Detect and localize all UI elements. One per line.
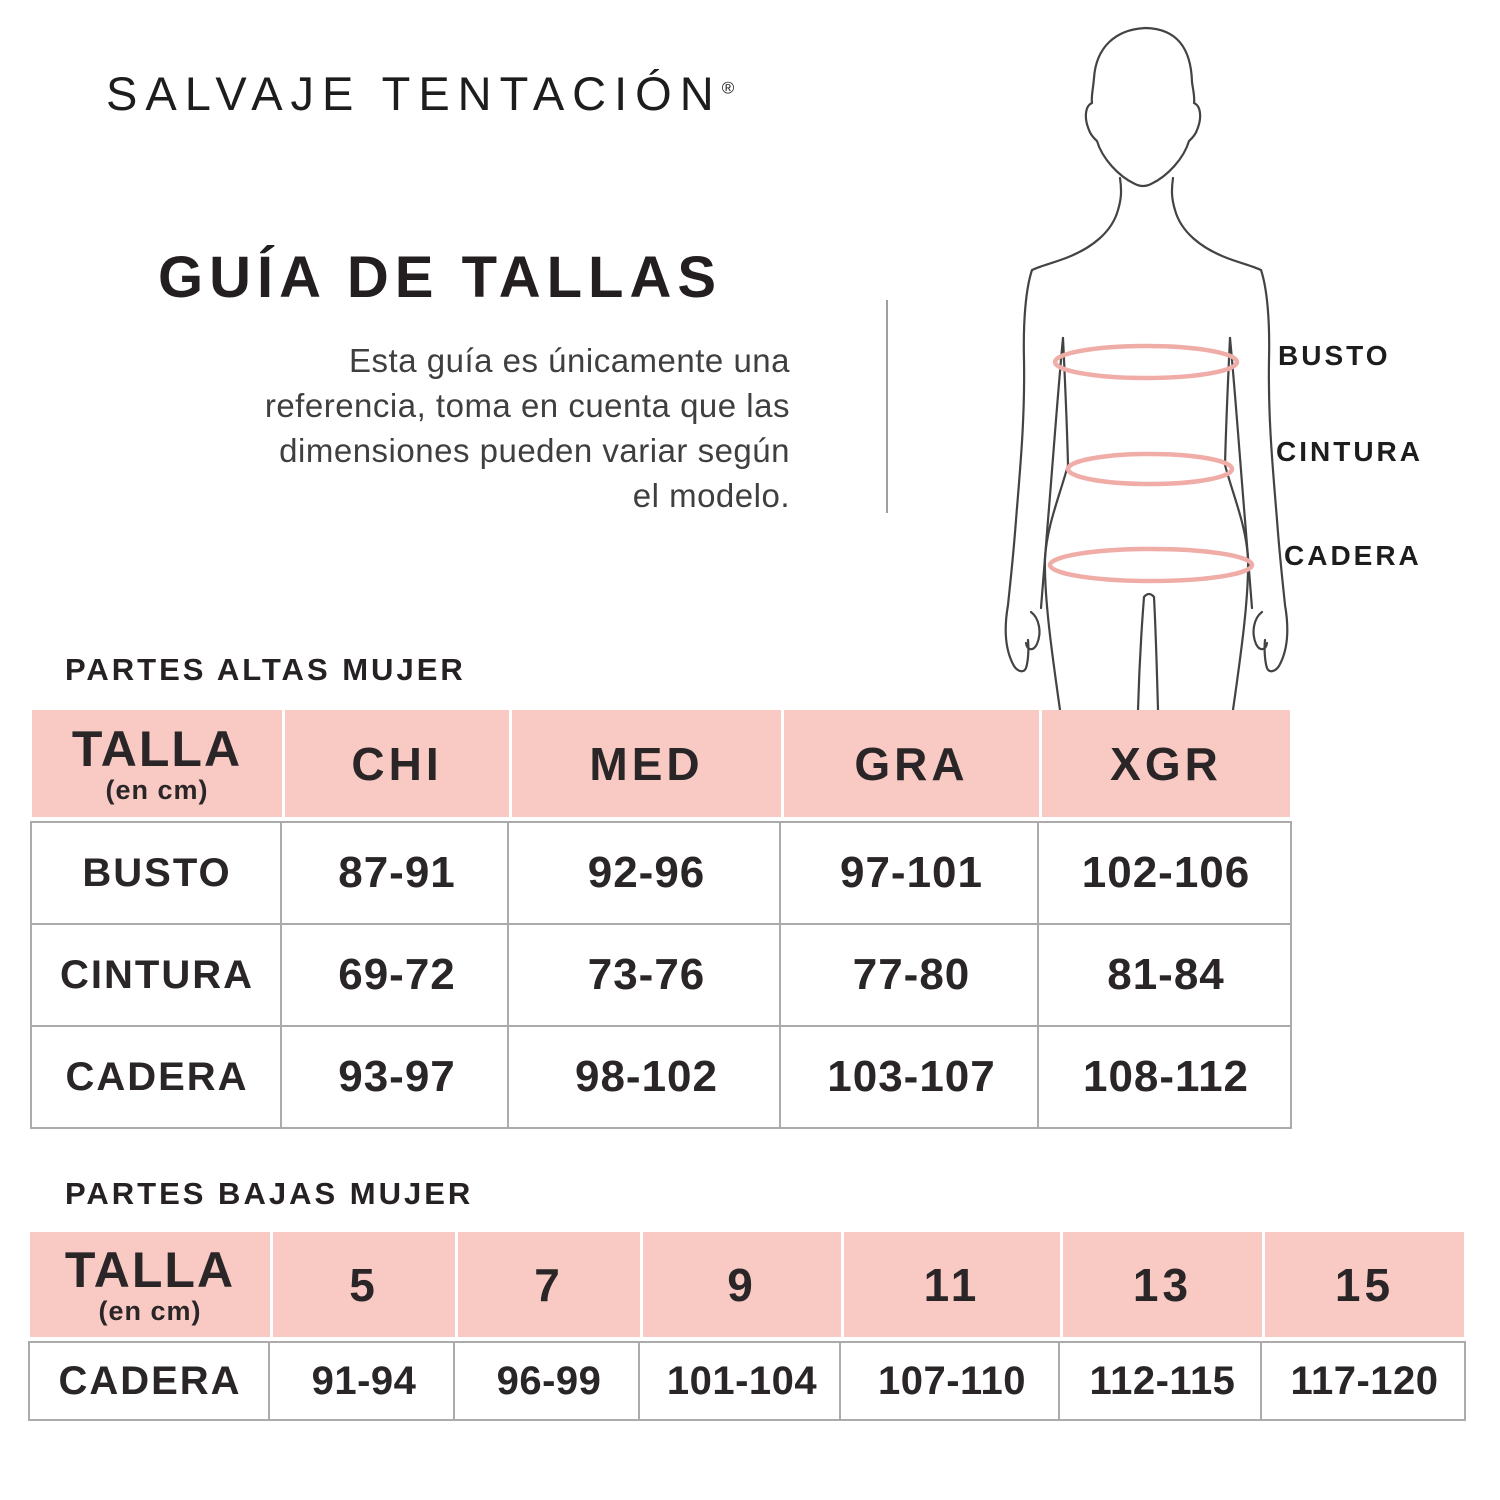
column-header-chi: CHI <box>285 710 509 817</box>
vertical-divider <box>886 300 888 513</box>
talla-label: TALLA <box>64 1241 236 1298</box>
column-header-7: 7 <box>458 1232 640 1337</box>
intro-line: referencia, toma en cuenta que las <box>264 387 790 424</box>
column-header-9: 9 <box>643 1232 841 1337</box>
table-body: CADERA 91-94 96-99 101-104 107-110 112-1… <box>28 1341 1466 1421</box>
column-header-13: 13 <box>1063 1232 1262 1337</box>
hip-ellipse <box>1047 546 1255 584</box>
table-row-cintura: CINTURA 69-72 73-76 77-80 81-84 <box>32 923 1290 1025</box>
intro-text: Esta guía es únicamente una referencia, … <box>60 338 790 518</box>
column-header-15: 15 <box>1265 1232 1464 1337</box>
column-divider <box>1058 1343 1060 1419</box>
column-divider <box>638 1343 640 1419</box>
brand-name: SALVAJE TENTACIÓN <box>106 67 722 120</box>
row-label: CINTURA <box>60 952 254 997</box>
right-inner-arm-line <box>1228 336 1254 610</box>
table-cell: 102-106 <box>1081 848 1251 897</box>
column-divider <box>453 1343 455 1419</box>
talla-unit: (en cm) <box>105 774 209 805</box>
column-divider <box>839 1343 841 1419</box>
intro-line: el modelo. <box>632 477 790 514</box>
table-cell: 107-110 <box>877 1358 1027 1403</box>
column-header-gra: GRA <box>784 710 1039 817</box>
table-cell: 93-97 <box>338 1052 456 1101</box>
table-partes-bajas: TALLA (en cm) 5 7 9 11 13 15 CADERA 91-9… <box>28 1232 1466 1421</box>
column-header-11: 11 <box>844 1232 1060 1337</box>
table-cell: 77-80 <box>852 950 971 999</box>
right-thumb-line <box>1252 610 1269 651</box>
table-cell: 92-96 <box>587 848 706 897</box>
column-header-label: 11 <box>923 1258 981 1311</box>
row-label: CADERA <box>58 1358 242 1403</box>
section-label-partes-altas: PARTES ALTAS MUJER <box>65 652 466 687</box>
right-torso-line <box>1223 336 1250 712</box>
table-cell: 103-107 <box>827 1052 996 1101</box>
column-divider <box>1260 1343 1262 1419</box>
column-header-5: 5 <box>273 1232 455 1337</box>
table-cell: 96-99 <box>496 1358 602 1403</box>
table-cell: 97-101 <box>839 848 983 897</box>
table-cell: 91-94 <box>311 1358 417 1403</box>
table-partes-altas: TALLA (en cm) CHI MED GRA XGR BUSTO 87-9… <box>30 710 1292 1129</box>
column-header-label: 15 <box>1334 1258 1395 1311</box>
column-divider <box>779 823 781 1127</box>
column-divider <box>280 823 282 1127</box>
intro-line: Esta guía es únicamente una <box>349 342 790 379</box>
column-header-label: MED <box>589 737 704 790</box>
row-label: CADERA <box>65 1054 249 1099</box>
waist-ellipse <box>1065 451 1235 487</box>
figure-label-cintura: CINTURA <box>1276 436 1423 467</box>
table-cell: 73-76 <box>587 950 706 999</box>
column-header-label: 9 <box>727 1258 757 1311</box>
figure-label-cadera: CADERA <box>1284 540 1422 571</box>
section-label-partes-bajas: PARTES BAJAS MUJER <box>65 1176 474 1211</box>
column-header-label: CHI <box>351 737 443 790</box>
table-cell: 101-104 <box>666 1358 818 1403</box>
table-cell: 87-91 <box>338 848 456 897</box>
right-arm-outline <box>1170 176 1289 673</box>
page-title: GUÍA DE TALLAS <box>157 245 723 310</box>
brand-logo: SALVAJE TENTACIÓN® <box>106 66 734 121</box>
row-label: BUSTO <box>82 850 232 895</box>
left-torso-line <box>1043 336 1070 712</box>
bust-ellipse <box>1052 343 1240 381</box>
column-divider <box>1037 823 1039 1127</box>
column-header-label: GRA <box>854 737 969 790</box>
talla-label: TALLA <box>71 720 243 777</box>
column-header-xgr: XGR <box>1042 710 1290 817</box>
table-row-busto: BUSTO 87-91 92-96 97-101 102-106 <box>32 823 1290 923</box>
table-cell: 81-84 <box>1107 950 1225 999</box>
table-header-row: TALLA (en cm) CHI MED GRA XGR <box>32 710 1292 817</box>
table-body: BUSTO 87-91 92-96 97-101 102-106 CINTURA… <box>30 821 1292 1129</box>
talla-unit: (en cm) <box>98 1295 202 1326</box>
column-header-label: 5 <box>349 1258 379 1311</box>
table-header-row: TALLA (en cm) 5 7 9 11 13 15 <box>30 1232 1466 1337</box>
intro-line: dimensiones pueden variar según <box>279 432 790 469</box>
head-outline <box>1084 26 1202 188</box>
table-cell: 108-112 <box>1082 1052 1250 1101</box>
registered-mark: ® <box>721 78 735 98</box>
column-divider <box>507 823 509 1127</box>
left-thumb-line <box>1024 610 1041 651</box>
left-inner-arm-line <box>1039 336 1065 610</box>
figure-label-busto: BUSTO <box>1278 340 1391 371</box>
talla-header-cell: TALLA (en cm) <box>32 710 282 817</box>
column-header-label: 13 <box>1132 1258 1193 1311</box>
column-header-med: MED <box>512 710 781 817</box>
table-row-cadera: CADERA 91-94 96-99 101-104 107-110 112-1… <box>30 1343 1464 1419</box>
table-cell: 112-115 <box>1089 1358 1236 1403</box>
table-cell: 117-120 <box>1290 1358 1439 1403</box>
column-header-label: 7 <box>534 1258 564 1311</box>
table-row-cadera: CADERA 93-97 98-102 103-107 108-112 <box>32 1025 1290 1127</box>
left-arm-outline <box>1004 176 1123 673</box>
column-header-label: XGR <box>1110 737 1222 790</box>
inner-leg-lines <box>1136 592 1160 712</box>
table-cell: 98-102 <box>574 1052 718 1101</box>
table-cell: 69-72 <box>338 950 456 999</box>
talla-header-cell: TALLA (en cm) <box>30 1232 270 1337</box>
column-divider <box>268 1343 270 1419</box>
